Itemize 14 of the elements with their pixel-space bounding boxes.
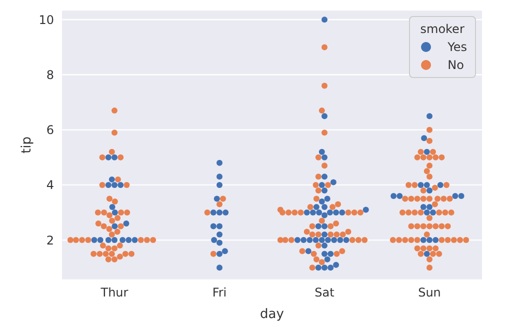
x-tick-label: Thur bbox=[100, 286, 128, 300]
legend-title: smoker bbox=[419, 21, 466, 38]
x-tick-label: Sun bbox=[418, 286, 441, 300]
x-axis-title: day bbox=[260, 307, 284, 322]
y-tick-label: 6 bbox=[46, 123, 54, 138]
x-tick-label: Sat bbox=[314, 286, 335, 300]
y-tick-label: 4 bbox=[46, 178, 54, 192]
legend-label: Yes bbox=[448, 39, 467, 56]
y-tick-label: 2 bbox=[46, 233, 54, 248]
y-tick-label: 10 bbox=[38, 12, 54, 27]
x-tick-label: Fri bbox=[212, 286, 227, 300]
y-tick-label: 8 bbox=[46, 68, 54, 82]
y-axis-title: tip bbox=[20, 136, 35, 154]
legend-label: No bbox=[448, 57, 464, 74]
